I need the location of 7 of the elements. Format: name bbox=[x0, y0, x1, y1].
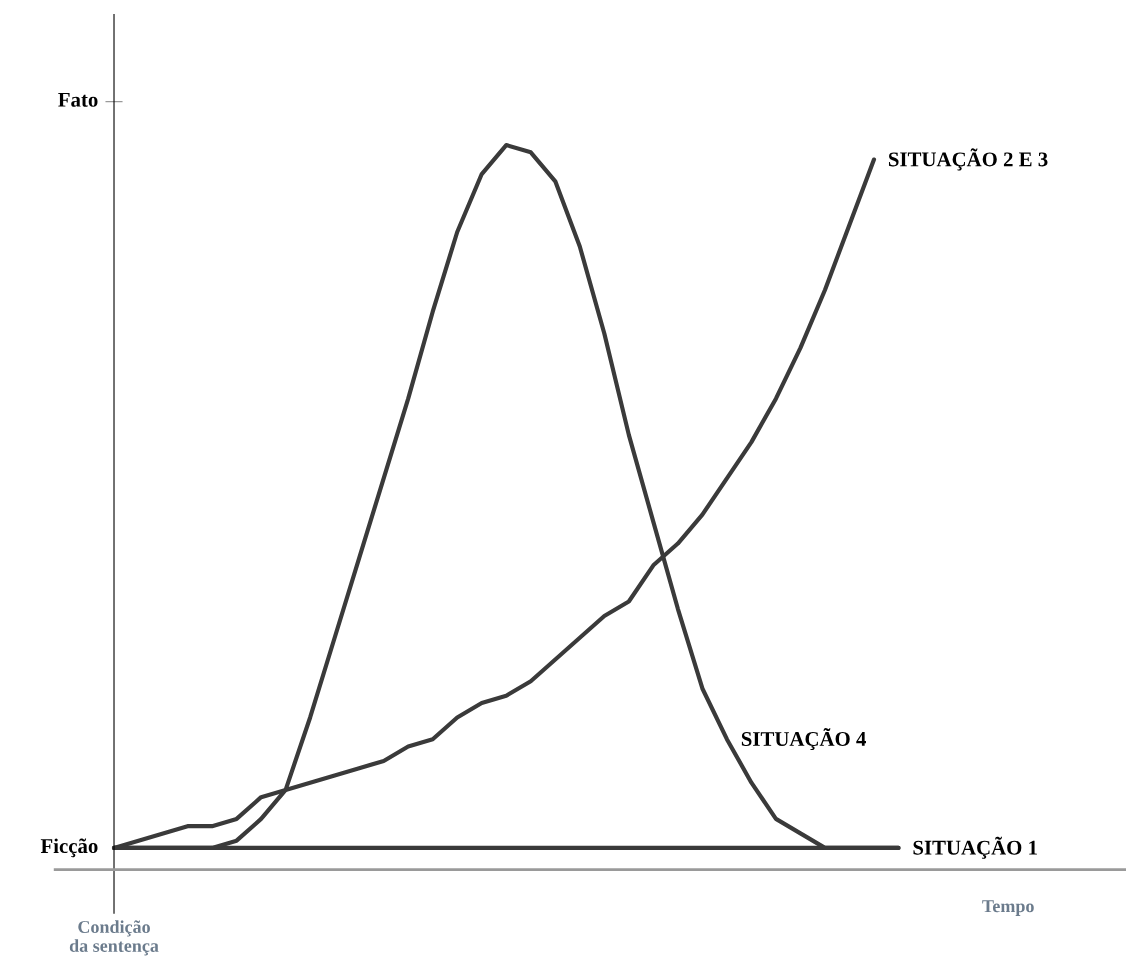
text: Ficção bbox=[40, 838, 98, 858]
x-axis-title: Tempo bbox=[982, 900, 1034, 916]
series-label: SITUAÇÃO 4 bbox=[741, 727, 866, 751]
text: Condição da sentença bbox=[69, 920, 159, 956]
series-label: SITUAÇÃO 2 E 3 bbox=[888, 148, 1048, 171]
series-label: SITUAÇÃO 1 bbox=[913, 836, 1037, 859]
text: Fato bbox=[58, 92, 98, 107]
